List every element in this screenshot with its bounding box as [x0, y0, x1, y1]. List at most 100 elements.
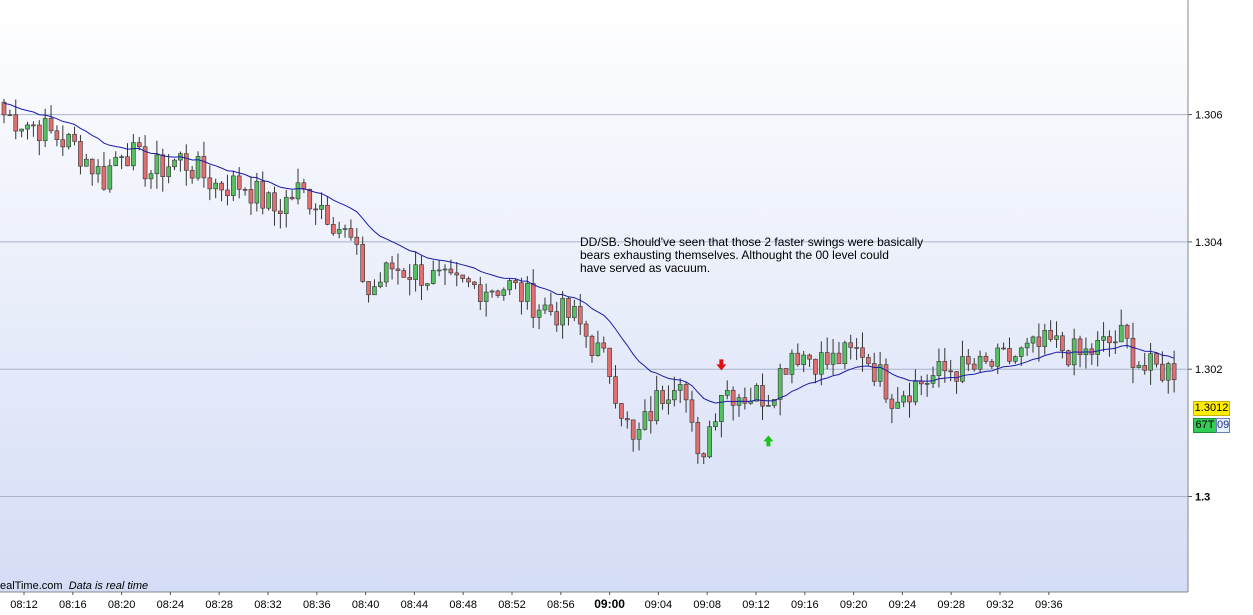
tick-count-tag: 67T: [1193, 418, 1217, 433]
candle-down: [1007, 348, 1012, 362]
candle-up: [1030, 336, 1036, 344]
candle-up: [1113, 341, 1118, 344]
candle-down: [689, 399, 695, 423]
candle-up: [895, 401, 901, 409]
candle-down: [1160, 363, 1165, 381]
candle-down: [183, 153, 189, 171]
candle-down: [971, 363, 977, 370]
candle-down: [871, 363, 877, 382]
candle-down: [601, 342, 607, 349]
buy-arrow-marker: [763, 435, 774, 447]
candle-up: [1165, 363, 1171, 381]
plot-background: [0, 0, 1188, 592]
candle-down: [401, 270, 407, 278]
candle-down: [513, 280, 518, 284]
candle-down: [954, 371, 959, 382]
candle-up: [1042, 329, 1048, 347]
candle-up: [766, 405, 771, 407]
candle-up: [789, 352, 795, 375]
interval-tag: 09: [1216, 418, 1230, 433]
candle-down: [683, 384, 689, 401]
candle-down: [360, 244, 365, 282]
x-tick-label: 08:36: [303, 599, 331, 610]
candle-down: [36, 124, 42, 142]
candle-up: [25, 124, 30, 130]
candle-down: [1077, 338, 1083, 356]
candle-down: [389, 262, 395, 270]
candle-up: [107, 165, 113, 190]
candle-up: [877, 364, 883, 382]
candle-up: [1018, 347, 1024, 357]
sell-arrow-marker: [716, 359, 727, 371]
candle-down: [189, 170, 195, 179]
candle-up: [84, 158, 89, 167]
candle-up: [724, 389, 730, 396]
candle-up: [801, 354, 806, 365]
candle-down: [207, 177, 213, 190]
chart-annotation: DD/SB. Should've seen that those 2 faste…: [580, 236, 960, 275]
candle-down: [566, 298, 571, 318]
candle-down: [1130, 337, 1136, 368]
candle-down: [289, 196, 295, 200]
candle-down: [554, 311, 560, 326]
candle-up: [483, 291, 489, 302]
candle-down: [760, 385, 765, 407]
candle-down: [1142, 365, 1148, 371]
candle-up: [1054, 335, 1059, 340]
candle-up: [489, 290, 495, 293]
candle-down: [948, 370, 953, 373]
candle-up: [677, 384, 683, 391]
candle-down: [648, 411, 654, 422]
candle-down: [225, 189, 230, 196]
candle-up: [172, 159, 177, 168]
candle-up: [119, 156, 124, 159]
candle-down: [278, 210, 283, 214]
candle-up: [595, 342, 601, 356]
candle-down: [477, 284, 483, 302]
candle-down: [448, 268, 454, 274]
candle-down: [89, 158, 95, 175]
x-tick-label: 08:48: [449, 599, 477, 610]
candle-down: [783, 368, 789, 375]
candle-up: [642, 411, 648, 430]
x-tick-label: 09:16: [791, 599, 819, 610]
candle-up: [1136, 365, 1142, 368]
candle-down: [918, 380, 924, 385]
candle-down: [836, 352, 842, 365]
candle-down: [848, 342, 854, 348]
candle-down: [31, 124, 36, 127]
candle-down: [272, 192, 277, 212]
candle-down: [660, 390, 665, 404]
x-tick-label: 09:36: [1035, 599, 1063, 610]
candle-up: [430, 270, 436, 284]
candle-down: [472, 281, 477, 286]
candle-up: [525, 283, 530, 302]
candle-up: [42, 118, 48, 142]
candle-down: [101, 166, 107, 190]
candle-up: [1024, 342, 1030, 349]
candle-up: [148, 173, 154, 180]
candle-down: [889, 398, 895, 409]
candle-down: [54, 130, 60, 140]
candle-layer: [1, 98, 1177, 464]
y-tick-label: 1.3: [1195, 492, 1210, 504]
x-tick-label: 08:20: [108, 599, 136, 610]
candle-down: [860, 347, 865, 358]
candle-up: [342, 228, 348, 230]
candle-down: [325, 204, 330, 225]
candle-up: [636, 429, 642, 440]
candle-down: [136, 142, 142, 148]
candle-up: [1013, 356, 1018, 362]
axis-background: [1188, 0, 1253, 610]
candle-up: [719, 395, 724, 422]
x-tick-label: 09:04: [645, 599, 673, 610]
candle-up: [372, 286, 377, 296]
candle-down: [1001, 347, 1006, 350]
candle-down: [883, 364, 889, 400]
candle-up: [166, 166, 171, 177]
candle-down: [695, 422, 701, 455]
candle-up: [213, 182, 218, 190]
candle-down: [742, 397, 748, 404]
candle-down: [589, 335, 595, 356]
candle-down: [1036, 336, 1042, 347]
